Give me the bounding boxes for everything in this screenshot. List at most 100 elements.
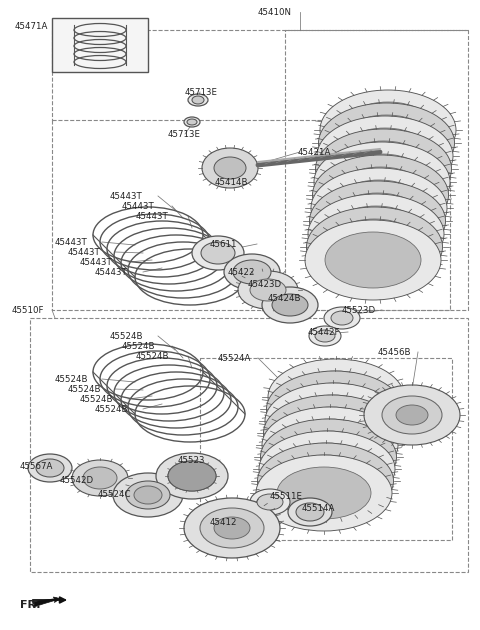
Ellipse shape [305, 220, 441, 300]
Ellipse shape [192, 96, 204, 104]
Ellipse shape [331, 311, 353, 325]
Ellipse shape [285, 407, 379, 459]
Text: 45524B: 45524B [122, 342, 156, 351]
Ellipse shape [289, 371, 383, 423]
Ellipse shape [184, 498, 280, 558]
Text: FR.: FR. [20, 600, 40, 610]
Ellipse shape [309, 326, 341, 346]
Ellipse shape [257, 494, 283, 510]
Ellipse shape [310, 181, 445, 261]
Text: 45524A: 45524A [218, 354, 252, 363]
Bar [30, 318, 468, 572]
Ellipse shape [168, 461, 216, 491]
Ellipse shape [382, 396, 442, 434]
Bar [52, 18, 148, 72]
Ellipse shape [396, 405, 428, 425]
Ellipse shape [264, 395, 399, 471]
Text: 45456B: 45456B [378, 348, 411, 357]
Ellipse shape [214, 517, 250, 539]
Ellipse shape [265, 383, 401, 459]
Text: 45443T: 45443T [122, 202, 155, 211]
Ellipse shape [288, 383, 382, 435]
Ellipse shape [156, 453, 228, 499]
Ellipse shape [277, 467, 371, 519]
Ellipse shape [238, 271, 298, 309]
Ellipse shape [83, 467, 117, 489]
Ellipse shape [262, 287, 318, 323]
Ellipse shape [201, 242, 235, 264]
Ellipse shape [312, 155, 448, 235]
Ellipse shape [324, 307, 360, 329]
Text: 45514A: 45514A [302, 504, 336, 513]
Text: 45510F: 45510F [12, 306, 45, 315]
Ellipse shape [283, 419, 377, 471]
Bar [200, 358, 452, 540]
Text: 45414B: 45414B [215, 178, 249, 187]
Ellipse shape [278, 455, 372, 507]
Text: 45443T: 45443T [55, 238, 88, 247]
Ellipse shape [262, 407, 398, 483]
Ellipse shape [28, 454, 72, 482]
Ellipse shape [311, 168, 447, 248]
Ellipse shape [337, 128, 433, 184]
Text: 45713E: 45713E [185, 88, 218, 97]
Ellipse shape [214, 157, 246, 179]
Ellipse shape [256, 455, 392, 531]
Ellipse shape [259, 431, 395, 507]
Ellipse shape [188, 94, 208, 106]
Ellipse shape [325, 232, 421, 288]
Ellipse shape [250, 489, 290, 515]
Text: 45524B: 45524B [68, 385, 101, 394]
Ellipse shape [184, 117, 200, 127]
Ellipse shape [202, 148, 258, 188]
Ellipse shape [257, 443, 394, 519]
Ellipse shape [317, 116, 453, 196]
Ellipse shape [134, 486, 162, 504]
Ellipse shape [331, 180, 427, 236]
Text: 45524B: 45524B [55, 375, 88, 384]
Text: 45524C: 45524C [98, 490, 132, 499]
Ellipse shape [233, 260, 271, 284]
Text: 45713E: 45713E [168, 130, 201, 139]
Bar [285, 30, 468, 310]
Text: 45422: 45422 [228, 268, 255, 277]
Ellipse shape [72, 460, 128, 496]
Ellipse shape [250, 279, 286, 301]
Text: 45443T: 45443T [110, 192, 143, 201]
Ellipse shape [272, 294, 308, 316]
Ellipse shape [319, 103, 455, 183]
Text: 45424B: 45424B [268, 294, 301, 303]
Ellipse shape [320, 90, 456, 170]
Ellipse shape [36, 459, 64, 477]
Ellipse shape [286, 395, 380, 447]
Ellipse shape [296, 503, 324, 521]
Text: 45524B: 45524B [95, 405, 129, 414]
Ellipse shape [364, 385, 460, 445]
Text: 45523D: 45523D [342, 306, 376, 315]
Text: 45611: 45611 [210, 240, 238, 249]
Ellipse shape [126, 481, 170, 509]
Text: 45443T: 45443T [95, 268, 128, 277]
Ellipse shape [288, 498, 332, 526]
Ellipse shape [280, 443, 374, 495]
Text: 45443T: 45443T [80, 258, 113, 267]
Ellipse shape [168, 461, 216, 491]
Text: 45443T: 45443T [68, 248, 101, 257]
Ellipse shape [314, 142, 450, 222]
Ellipse shape [261, 419, 396, 495]
Text: 45567A: 45567A [20, 462, 53, 471]
Text: 45524B: 45524B [80, 395, 113, 404]
Text: 45471A: 45471A [15, 22, 48, 31]
Ellipse shape [333, 167, 429, 223]
Text: 45421A: 45421A [298, 148, 331, 157]
Ellipse shape [328, 206, 424, 262]
Text: 45511E: 45511E [270, 492, 303, 501]
Ellipse shape [329, 193, 425, 249]
Ellipse shape [340, 102, 436, 158]
Ellipse shape [187, 119, 197, 125]
Ellipse shape [326, 219, 422, 275]
Text: 45410N: 45410N [258, 8, 292, 17]
Text: 45412: 45412 [210, 518, 238, 527]
Text: 45442F: 45442F [308, 328, 340, 337]
Ellipse shape [268, 359, 404, 435]
